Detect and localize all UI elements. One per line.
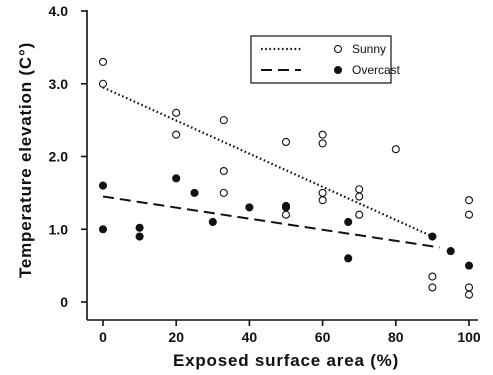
x-tick-label: 20 [168,329,184,345]
x-tick-label: 40 [242,329,258,345]
point-sunny [219,116,228,125]
point-sunny [428,283,437,292]
trendline-sunny [102,86,433,238]
point-overcast [281,203,291,212]
point-overcast [172,174,181,183]
point-sunny [219,188,228,197]
point-overcast [98,225,108,234]
point-overcast [464,261,474,270]
point-sunny [281,137,291,146]
ticks: 0 20 40 60 80 100 0 1.0 2.0 3.0 4.0 [49,3,481,345]
x-axis-title: Exposed surface area (%) [173,351,399,370]
point-sunny [172,130,181,139]
y-tick-label: 3.0 [49,76,69,92]
point-sunny [318,139,327,148]
y-tick-label: 0 [60,294,68,310]
legend-label-overcast: Overcast [352,63,401,77]
point-sunny [172,108,181,117]
point-overcast [208,217,217,227]
y-tick-label: 4.0 [49,3,69,19]
y-axis-title: Temperature elevation (C°) [16,42,35,278]
point-overcast [135,223,144,232]
point-sunny [98,57,108,66]
point-sunny [281,210,291,219]
x-tick-label: 80 [388,329,404,345]
data-points [98,57,474,299]
x-tick-label: 100 [457,329,481,345]
legend: Sunny Overcast [250,35,401,84]
trendlines [102,86,440,249]
point-sunny [464,210,474,219]
legend-box [250,35,392,84]
point-sunny [464,290,474,299]
x-tick-label: 60 [315,329,331,345]
y-tick-label: 1.0 [49,221,69,237]
point-overcast [245,203,254,212]
point-sunny [464,196,474,205]
point-sunny [464,283,474,292]
legend-label-sunny: Sunny [352,42,386,56]
point-sunny [428,272,437,281]
trendline-overcast [102,195,440,249]
point-sunny [355,210,364,219]
legend-marker-sunny [333,44,343,54]
point-overcast [446,247,455,256]
point-sunny [318,130,327,139]
point-overcast [135,232,144,241]
axes [86,10,478,321]
point-sunny [355,192,364,201]
point-sunny [318,188,327,197]
point-sunny [391,145,400,154]
point-overcast [190,188,199,197]
point-overcast [344,217,353,227]
point-overcast [98,181,108,190]
point-overcast [428,232,437,241]
point-sunny [355,185,364,194]
point-sunny [219,167,228,176]
legend-marker-overcast [333,65,343,75]
y-tick-label: 2.0 [49,149,69,165]
point-sunny [98,79,108,88]
point-overcast [344,254,353,263]
point-sunny [318,196,327,205]
x-tick-label: 0 [99,329,107,345]
